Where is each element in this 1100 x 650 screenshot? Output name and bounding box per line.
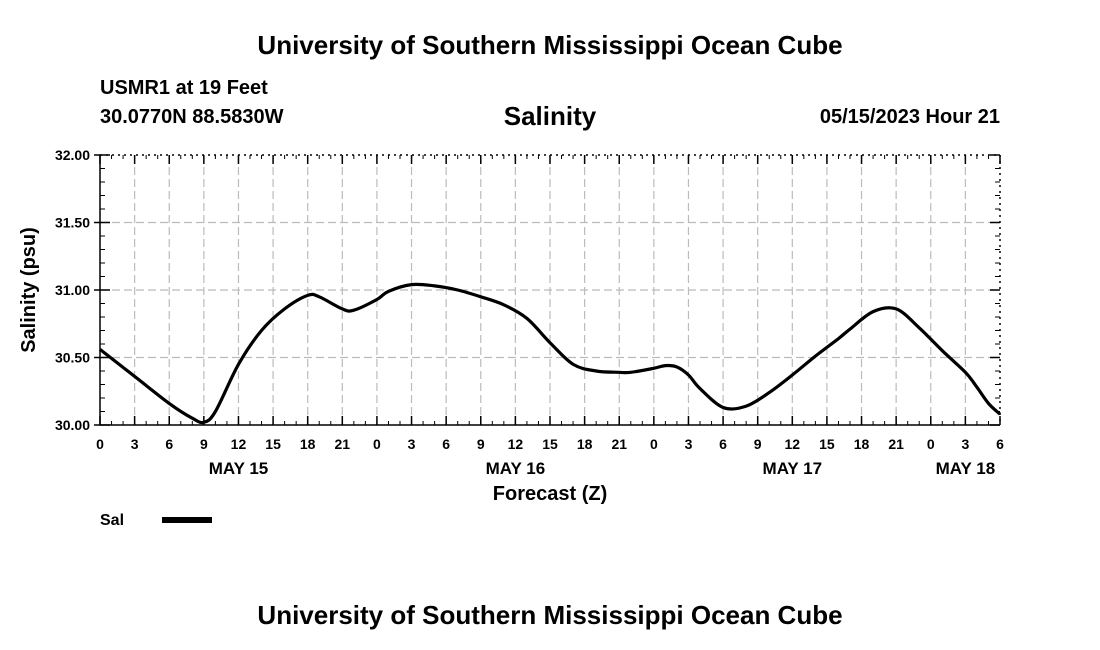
y-tick-label: 32.00: [55, 147, 90, 163]
y-tick-label: 31.00: [55, 282, 90, 298]
x-tick-label: 18: [577, 436, 593, 452]
x-tick-label: 0: [650, 436, 658, 452]
x-tick-label: 12: [508, 436, 524, 452]
y-tick-label: 30.00: [55, 417, 90, 433]
series-layer: [99, 282, 1002, 425]
y-tick-label: 30.50: [55, 350, 90, 366]
x-tick-label: 6: [996, 436, 1004, 452]
x-tick-label: 9: [754, 436, 762, 452]
x-tick-label: 0: [96, 436, 104, 452]
axis-layer: [94, 154, 1001, 426]
day-label: MAY 18: [936, 459, 996, 478]
chart-title: Salinity: [503, 101, 597, 131]
y-axis-label: Salinity (psu): [18, 227, 40, 353]
x-tick-label: 21: [611, 436, 627, 452]
x-tick-label: 0: [373, 436, 381, 452]
x-tick-label: 18: [300, 436, 316, 452]
x-tick-label: 6: [165, 436, 173, 452]
x-tick-label: 12: [231, 436, 247, 452]
legend-label: Sal: [100, 512, 124, 529]
x-tick-label: 3: [685, 436, 693, 452]
footer-title: University of Southern Mississippi Ocean…: [257, 600, 843, 630]
x-tick-label: 12: [785, 436, 801, 452]
x-tick-label: 0: [927, 436, 935, 452]
forecast-datetime: 05/15/2023 Hour 21: [819, 106, 1000, 128]
series-line-sal: [99, 282, 1002, 425]
station-label: USMR1 at 19 Feet: [100, 77, 268, 99]
x-tick-label: 15: [265, 436, 281, 452]
x-tick-label: 6: [719, 436, 727, 452]
grid-layer: [100, 155, 1000, 425]
x-tick-label: 3: [408, 436, 416, 452]
x-tick-label: 3: [131, 436, 139, 452]
x-tick-label: 15: [819, 436, 835, 452]
x-tick-label: 9: [477, 436, 485, 452]
day-label: MAY 17: [763, 459, 823, 478]
station-coordinates: 30.0770N 88.5830W: [100, 106, 284, 128]
x-tick-label: 21: [888, 436, 904, 452]
y-tick-label: 31.50: [55, 215, 90, 231]
x-tick-label: 15: [542, 436, 558, 452]
label-layer: 30.00 30.50 31.00 31.50 32.00 0 3 6 9 12 15 18 21 0 3 6…: [18, 147, 1004, 529]
page-title: University of Southern Mississippi Ocean…: [257, 30, 843, 60]
x-tick-label: 3: [961, 436, 969, 452]
x-axis-label: Forecast (Z): [493, 483, 607, 505]
x-tick-label: 18: [854, 436, 870, 452]
day-label: MAY 15: [209, 459, 269, 478]
x-tick-label: 6: [442, 436, 450, 452]
x-tick-label: 21: [335, 436, 351, 452]
x-tick-label: 9: [200, 436, 208, 452]
day-label: MAY 16: [486, 459, 546, 478]
